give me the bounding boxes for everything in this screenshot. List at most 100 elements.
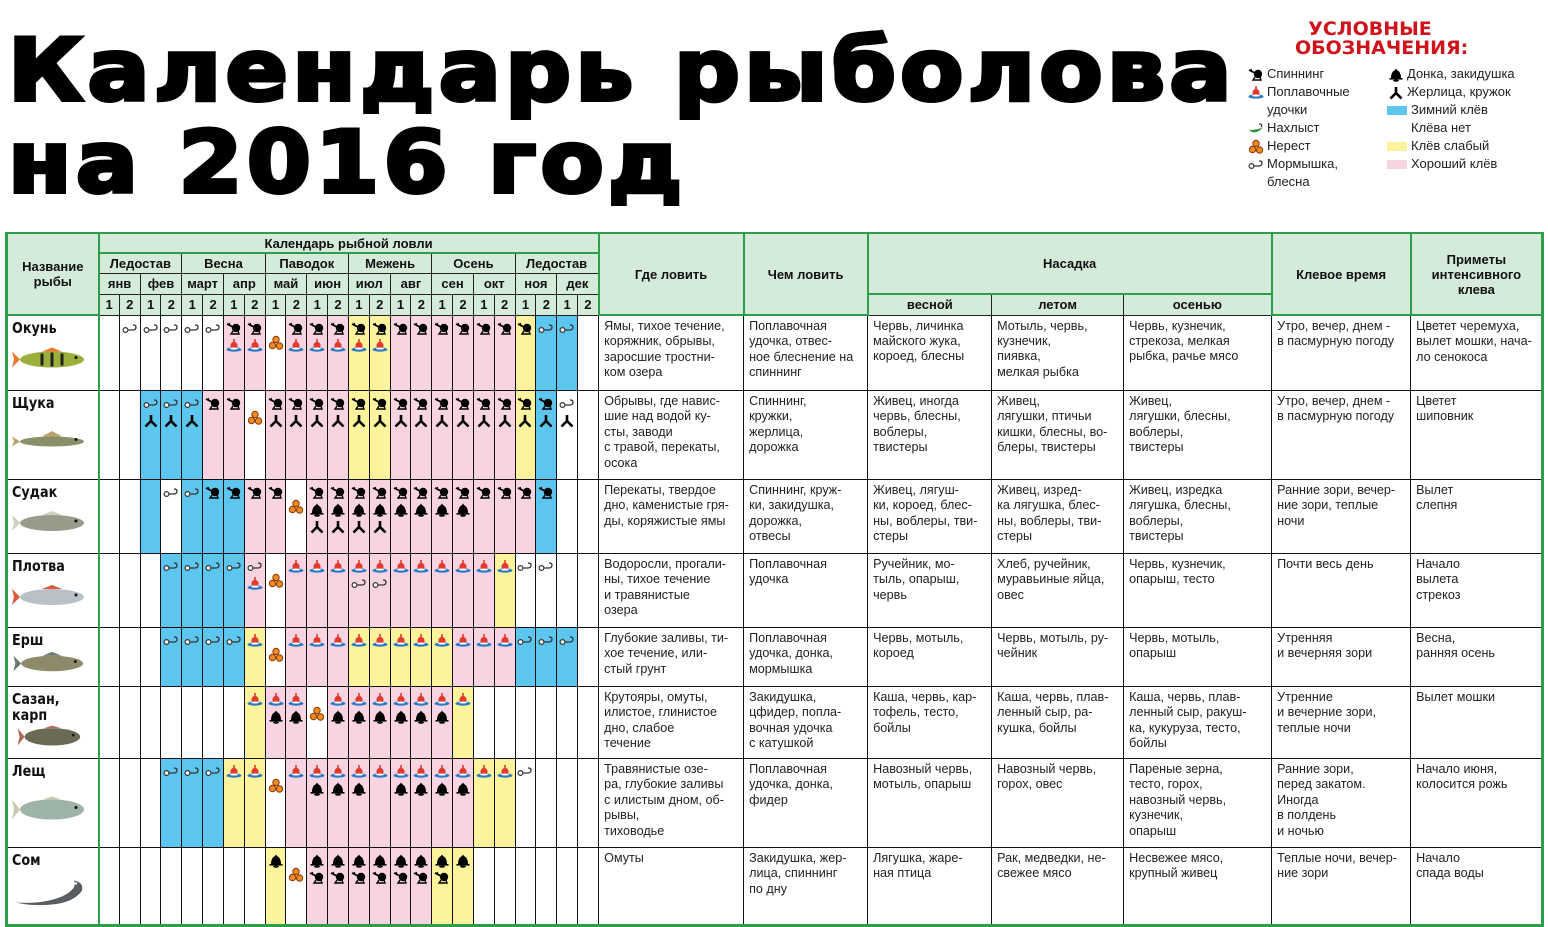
calendar-cell [347,686,370,759]
calendar-cell [577,686,600,759]
jig-spoon-icon [184,399,199,409]
calendar-cell [118,686,141,759]
season-header: Паводок [264,252,349,274]
spinning-icon [309,871,324,884]
legend-label: Клёв слабый [1411,138,1490,153]
spinning-icon [289,322,303,335]
bite-time-cell: Утро, вечер, днем - в пасмурную погоду [1271,390,1412,480]
jig-spoon-icon [205,562,220,572]
signs-cell: Весна, ранняя осень [1410,627,1545,687]
spawning-icon [309,706,325,721]
month-header: окт [472,272,516,295]
where-cell: Перекаты, твердое дно, каменистые гря- д… [598,479,745,554]
season-header: Ледостав [514,252,600,274]
float-rod-icon [247,338,263,352]
calendar-cell [368,479,391,554]
spinning-icon [330,322,345,335]
month-header: апр [222,272,266,295]
zherlitsa-icon [414,415,428,428]
jig-spoon-icon [184,636,199,646]
bottom-rod-icon [331,854,345,868]
bottom-rod-icon [352,710,366,724]
calendar-cell [222,758,245,848]
half-month-header: 1 [222,293,245,316]
spawning-icon [247,410,262,425]
spinning-icon [372,871,386,884]
jig-spoon-icon [517,636,533,646]
calendar-cell [452,758,474,848]
fish-illustration [12,796,84,820]
with-what-cell: Поплавочная удочка, отвес- ное блеснение… [743,314,869,391]
calendar-cell [243,686,266,759]
calendar-cell [389,390,412,480]
calendar-cell [472,479,495,554]
spinning-icon [393,322,407,335]
where-cell: Травянистые озе- ра, глубокие заливы с и… [598,758,745,848]
where-cell: Глубокие заливы, ти- хое течение, или- с… [598,627,745,687]
calendar-cell [452,553,474,628]
spinning-icon [413,397,428,410]
zherlitsa-icon [352,521,366,534]
jig-spoon-icon [163,323,179,333]
zherlitsa-icon [394,415,407,428]
calendar-cell [493,479,516,554]
calendar-cell [160,758,183,848]
jig-spoon-icon [163,636,179,646]
bottom-rod-icon [394,782,407,796]
calendar-cell [285,553,308,628]
calendar-cell [431,553,454,628]
jig-spoon-icon [1248,159,1263,169]
half-month-header: 2 [243,293,266,316]
jig-spoon-icon [122,323,137,333]
legend-item: Хороший клёв [1385,155,1545,173]
jig-spoon-icon [184,323,199,333]
float-rod-icon [434,560,450,573]
float-rod-icon [226,765,242,778]
calendar-cell [431,627,454,687]
spinning-icon [497,486,511,499]
calendar-cell [472,553,495,628]
float-rod-icon [393,765,408,778]
spinning-icon [434,486,449,499]
zherlitsa-icon [519,415,532,428]
bottom-rod-icon [414,710,428,724]
legend-item: Мормышка, блесна [1245,155,1385,191]
spring-cell: Живец, иногда червь, блесны, воблеры, тв… [867,390,993,480]
spawning-icon [268,573,283,588]
calendar-cell [181,390,204,480]
bite-time-cell: Почти весь день [1271,553,1412,628]
zherlitsa-icon [498,415,512,428]
calendar-cell [556,390,579,480]
float-rod-icon [288,765,304,778]
calendar-cell [139,627,162,687]
half-month-header: 1 [98,293,120,316]
calendar-cell [222,686,245,759]
season-header: Ледостав [97,252,183,274]
spinning-icon [1248,68,1263,81]
header-fish-name: Название рыбы [5,232,100,316]
autumn-cell: Червь, кузнечик, опарыш, тесто [1123,553,1273,628]
half-month-header: 2 [285,293,308,316]
calendar-cell [577,758,600,848]
calendar-cell [431,758,454,848]
fish-name-cell: Окунь [5,314,100,391]
calendar-cell [285,758,308,848]
legend-label: Нерест [1267,138,1311,153]
header-calendar: Календарь рыбной ловли [97,232,600,254]
spinning-icon [226,397,241,410]
calendar-cell [577,847,600,927]
legend-label: Нахлыст [1267,120,1320,135]
spinning-icon [372,322,386,335]
spring-cell: Червь, мотыль, короед [867,627,993,687]
calendar-cell [327,314,349,391]
calendar-cell [410,390,433,480]
calendar-cell [285,390,308,480]
fish-row: Щука Обрывы, где навис- шие над водой ку-… [5,390,1545,480]
header-with-what: Чем ловить [742,232,869,316]
fish-row: Судак Перекаты, твердое дно, каменистые г… [5,479,1545,554]
calendar-cell [493,758,516,848]
calendar-cell [431,847,454,927]
fly-fishing-icon [1249,122,1263,132]
with-what-cell: Закидушка, жер- лица, спиннинг по дну [743,847,869,927]
jig-spoon-icon [184,562,199,572]
